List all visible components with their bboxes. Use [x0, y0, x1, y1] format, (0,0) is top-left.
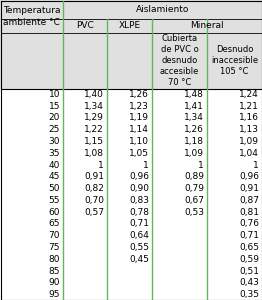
- Bar: [0, 88, 262, 300]
- Text: 30: 30: [48, 137, 60, 146]
- Text: 0,91: 0,91: [239, 184, 259, 193]
- Text: 1,34: 1,34: [84, 102, 104, 111]
- Text: 1,04: 1,04: [239, 149, 259, 158]
- Text: 0,78: 0,78: [129, 208, 149, 217]
- Text: 0,82: 0,82: [84, 184, 104, 193]
- Text: 0,70: 0,70: [84, 196, 104, 205]
- Text: 40: 40: [49, 160, 60, 169]
- Text: 1,15: 1,15: [84, 137, 104, 146]
- Text: 55: 55: [48, 196, 60, 205]
- Text: 0,53: 0,53: [184, 208, 204, 217]
- Text: 0,45: 0,45: [129, 255, 149, 264]
- Text: 0,67: 0,67: [184, 196, 204, 205]
- Text: 1,24: 1,24: [239, 90, 259, 99]
- Text: 1,48: 1,48: [184, 90, 204, 99]
- Text: 0,96: 0,96: [129, 172, 149, 181]
- Text: 70: 70: [48, 231, 60, 240]
- Text: 0,51: 0,51: [239, 267, 259, 276]
- Text: 10: 10: [48, 90, 60, 99]
- Text: 15: 15: [48, 102, 60, 111]
- Text: Desnudo
inaccesible
105 °C: Desnudo inaccesible 105 °C: [211, 45, 258, 76]
- Text: 1,18: 1,18: [184, 137, 204, 146]
- Text: 1,09: 1,09: [184, 149, 204, 158]
- Text: 1,08: 1,08: [84, 149, 104, 158]
- Text: 1,29: 1,29: [84, 113, 104, 122]
- Text: 0,87: 0,87: [239, 196, 259, 205]
- Text: 0,35: 0,35: [239, 290, 259, 299]
- Text: 45: 45: [49, 172, 60, 181]
- Text: 95: 95: [48, 290, 60, 299]
- Text: 1,23: 1,23: [129, 102, 149, 111]
- Text: 1,21: 1,21: [239, 102, 259, 111]
- Text: 65: 65: [48, 219, 60, 228]
- Text: 0,43: 0,43: [239, 278, 259, 287]
- Text: 0,59: 0,59: [239, 255, 259, 264]
- Text: 1,26: 1,26: [184, 125, 204, 134]
- Text: 50: 50: [48, 184, 60, 193]
- Text: 20: 20: [49, 113, 60, 122]
- Text: 0,96: 0,96: [239, 172, 259, 181]
- Text: 0,89: 0,89: [184, 172, 204, 181]
- Text: 0,71: 0,71: [239, 231, 259, 240]
- Text: 1: 1: [98, 160, 104, 169]
- Text: 35: 35: [48, 149, 60, 158]
- Text: 1,34: 1,34: [184, 113, 204, 122]
- Bar: [0, 0, 262, 88]
- Text: Temperatura
ambiente °C: Temperatura ambiente °C: [3, 6, 60, 27]
- Text: Aislamiento: Aislamiento: [136, 5, 189, 14]
- Text: 1: 1: [253, 160, 259, 169]
- Text: 0,71: 0,71: [129, 219, 149, 228]
- Text: 1,05: 1,05: [129, 149, 149, 158]
- Text: 1,40: 1,40: [84, 90, 104, 99]
- Text: 60: 60: [48, 208, 60, 217]
- Text: 1,10: 1,10: [129, 137, 149, 146]
- Text: 1,41: 1,41: [184, 102, 204, 111]
- Text: 0,90: 0,90: [129, 184, 149, 193]
- Text: 0,81: 0,81: [239, 208, 259, 217]
- Text: PVC: PVC: [76, 21, 94, 30]
- Text: 90: 90: [48, 278, 60, 287]
- Text: 1,19: 1,19: [129, 113, 149, 122]
- Text: 0,91: 0,91: [84, 172, 104, 181]
- Text: 1,13: 1,13: [239, 125, 259, 134]
- Text: 0,57: 0,57: [84, 208, 104, 217]
- Text: 1: 1: [198, 160, 204, 169]
- Text: Mineral: Mineral: [190, 21, 224, 30]
- Text: 0,64: 0,64: [129, 231, 149, 240]
- Text: 80: 80: [48, 255, 60, 264]
- Text: 25: 25: [49, 125, 60, 134]
- Text: 1,09: 1,09: [239, 137, 259, 146]
- Text: 75: 75: [48, 243, 60, 252]
- Text: 1,16: 1,16: [239, 113, 259, 122]
- Text: 1,26: 1,26: [129, 90, 149, 99]
- Text: 1,14: 1,14: [129, 125, 149, 134]
- Text: 0,79: 0,79: [184, 184, 204, 193]
- Text: 0,55: 0,55: [129, 243, 149, 252]
- Text: 85: 85: [48, 267, 60, 276]
- Text: 1: 1: [143, 160, 149, 169]
- Text: 1,22: 1,22: [84, 125, 104, 134]
- Text: Cubierta
de PVC o
desnudo
accesible
70 °C: Cubierta de PVC o desnudo accesible 70 °…: [160, 34, 199, 87]
- Text: 0,76: 0,76: [239, 219, 259, 228]
- Text: XLPE: XLPE: [118, 21, 140, 30]
- Text: 0,83: 0,83: [129, 196, 149, 205]
- Text: 0,65: 0,65: [239, 243, 259, 252]
